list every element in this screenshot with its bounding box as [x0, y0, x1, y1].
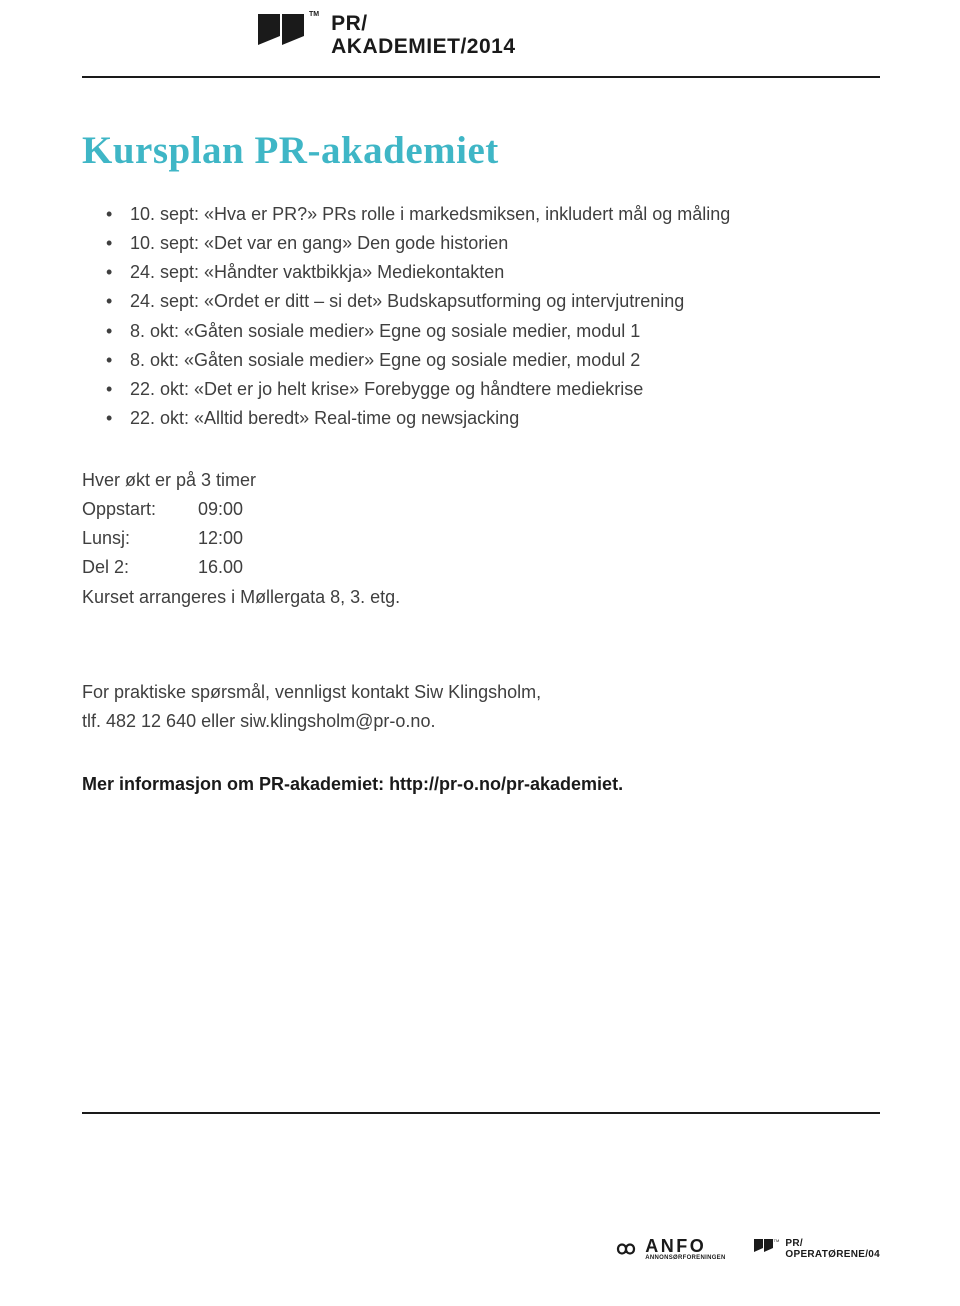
bullet-item: 10. sept: «Hva er PR?» PRs rolle i marke…	[102, 200, 730, 229]
anfo-knot-icon	[613, 1236, 639, 1262]
anfo-main: ANFO	[645, 1237, 725, 1255]
bottom-rule	[82, 1112, 880, 1114]
bullet-item: 8. okt: «Gåten sosiale medier» Egne og s…	[102, 346, 730, 375]
bullet-item: 24. sept: «Håndter vaktbikkja» Mediekont…	[102, 258, 730, 287]
footer-pr-logo: TM PR/ OPERATØRENE/04	[754, 1238, 880, 1260]
schedule-row: Del 2: 16.00	[82, 553, 400, 582]
schedule-row: Oppstart: 09:00	[82, 495, 400, 524]
anfo-logo: ANFO ANNONSØRFORENINGEN	[613, 1236, 725, 1262]
bullet-item: 8. okt: «Gåten sosiale medier» Egne og s…	[102, 317, 730, 346]
more-info: Mer informasjon om PR-akademiet: http://…	[82, 770, 623, 799]
quote-mark-icon	[754, 1239, 763, 1248]
bullet-item: 24. sept: «Ordet er ditt – si det» Budsk…	[102, 287, 730, 316]
course-bullets: 10. sept: «Hva er PR?» PRs rolle i marke…	[102, 200, 730, 433]
bullet-item: 22. okt: «Det er jo helt krise» Forebygg…	[102, 375, 730, 404]
footer-quote-marks-icon	[754, 1239, 773, 1248]
top-rule	[82, 76, 880, 78]
footer-pr-line-2: OPERATØRENE/04	[785, 1249, 880, 1260]
schedule-value: 12:00	[198, 524, 243, 553]
trademark-icon: TM	[774, 1238, 780, 1243]
quote-mark-icon	[764, 1239, 773, 1248]
brand-logo: TM	[258, 12, 319, 36]
quote-mark-icon	[282, 14, 304, 36]
footer-pr-text: PR/ OPERATØRENE/04	[785, 1238, 880, 1260]
quote-marks-icon	[258, 14, 304, 36]
schedule-value: 16.00	[198, 553, 243, 582]
contact-line-2: tlf. 482 12 640 eller siw.klingsholm@pr-…	[82, 707, 541, 736]
anfo-sub: ANNONSØRFORENINGEN	[645, 1255, 725, 1261]
schedule-block: Hver økt er på 3 timer Oppstart: 09:00 L…	[82, 466, 400, 612]
brand-line-1: PR/	[331, 12, 515, 35]
contact-block: For praktiske spørsmål, vennligst kontak…	[82, 678, 541, 736]
schedule-label: Lunsj:	[82, 524, 198, 553]
brand-title: PR/ AKADEMIET/2014	[331, 12, 515, 58]
schedule-intro: Hver økt er på 3 timer	[82, 466, 400, 495]
brand-line-2: AKADEMIET/2014	[331, 35, 515, 58]
brand-header: TM PR/ AKADEMIET/2014	[258, 12, 516, 58]
schedule-label: Oppstart:	[82, 495, 198, 524]
schedule-location: Kurset arrangeres i Møllergata 8, 3. etg…	[82, 583, 400, 612]
quote-mark-icon	[258, 14, 280, 36]
page-title: Kursplan PR-akademiet	[82, 128, 499, 173]
bullet-item: 10. sept: «Det var en gang» Den gode his…	[102, 229, 730, 258]
anfo-text: ANFO ANNONSØRFORENINGEN	[645, 1237, 725, 1261]
page-footer: ANFO ANNONSØRFORENINGEN TM PR/ OPERATØRE…	[613, 1236, 880, 1262]
page-number: /04	[865, 1249, 880, 1260]
bullet-item: 22. okt: «Alltid beredt» Real-time og ne…	[102, 404, 730, 433]
footer-pr-line-1: PR/	[785, 1238, 880, 1249]
contact-line-1: For praktiske spørsmål, vennligst kontak…	[82, 678, 541, 707]
schedule-label: Del 2:	[82, 553, 198, 582]
schedule-row: Lunsj: 12:00	[82, 524, 400, 553]
trademark-icon: TM	[309, 11, 319, 18]
schedule-value: 09:00	[198, 495, 243, 524]
